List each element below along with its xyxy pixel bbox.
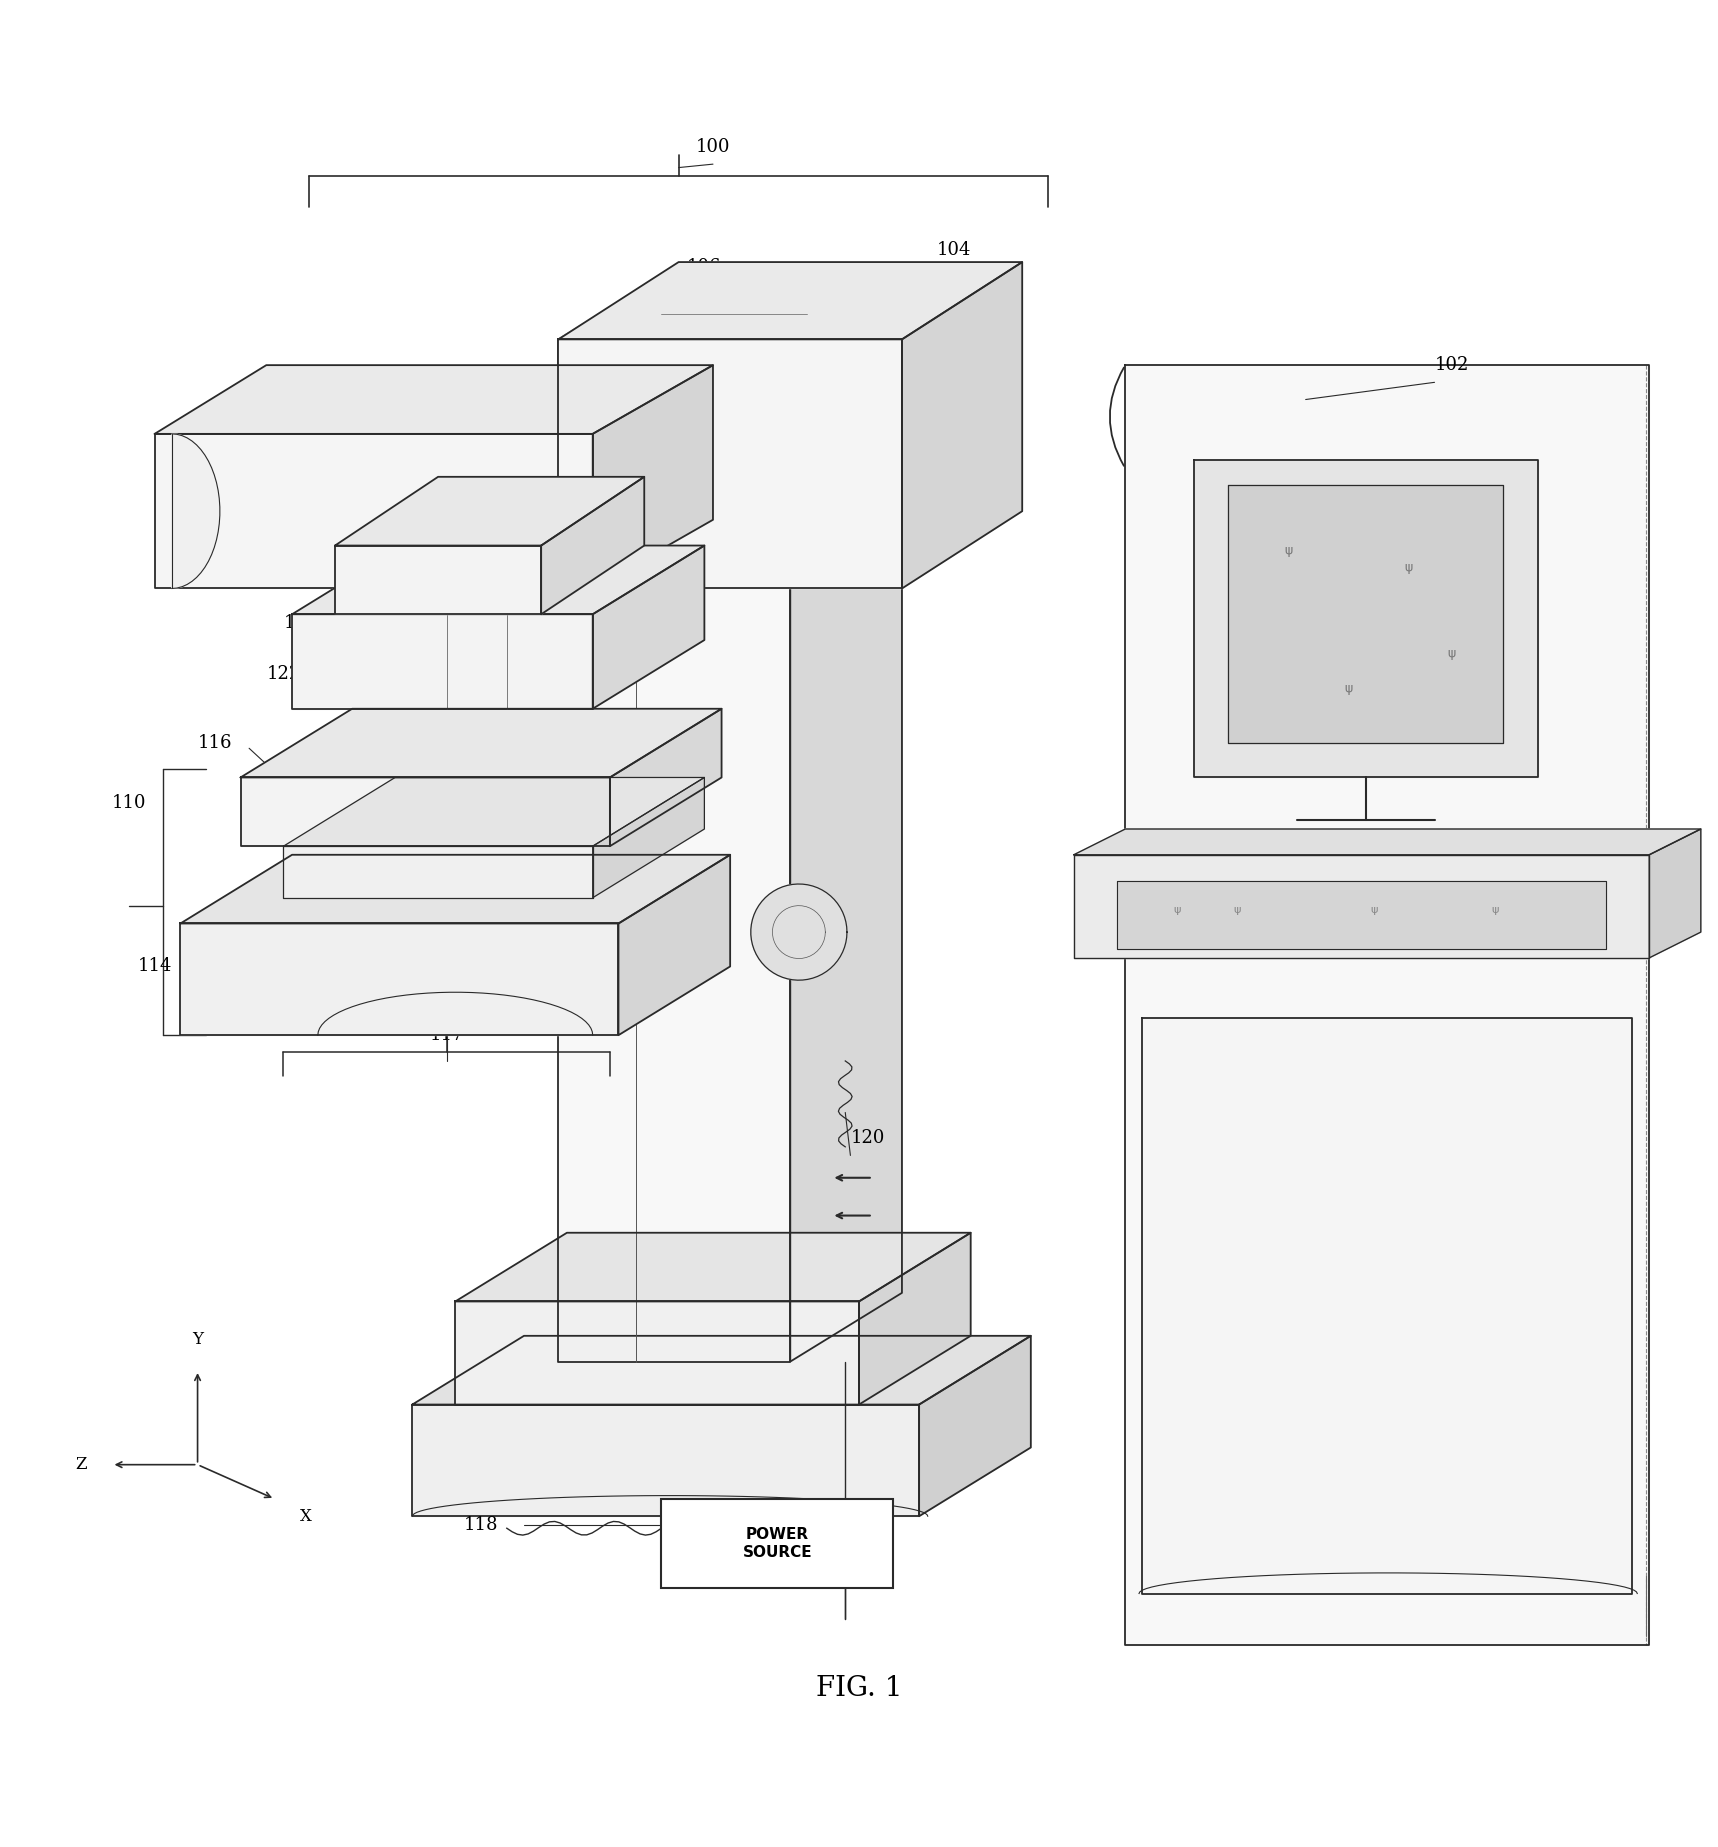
Polygon shape xyxy=(558,262,1022,340)
Polygon shape xyxy=(593,545,704,709)
Polygon shape xyxy=(180,924,618,1034)
Text: ψ: ψ xyxy=(1285,545,1292,558)
Text: ψ: ψ xyxy=(1234,905,1240,916)
Polygon shape xyxy=(859,1232,971,1404)
Polygon shape xyxy=(335,545,541,615)
Text: 114: 114 xyxy=(137,957,172,975)
Polygon shape xyxy=(455,1232,971,1302)
Polygon shape xyxy=(1142,1018,1632,1594)
Text: ψ: ψ xyxy=(1371,905,1378,916)
Polygon shape xyxy=(172,434,220,589)
Text: X: X xyxy=(301,1507,311,1526)
Polygon shape xyxy=(292,615,593,709)
Polygon shape xyxy=(558,272,902,340)
Polygon shape xyxy=(241,778,610,846)
Text: 108: 108 xyxy=(180,545,215,563)
Polygon shape xyxy=(593,366,713,589)
Polygon shape xyxy=(1228,486,1503,742)
Text: 112: 112 xyxy=(283,613,318,632)
Polygon shape xyxy=(335,477,644,545)
Text: 110: 110 xyxy=(112,794,146,813)
Polygon shape xyxy=(283,846,593,898)
Bar xyxy=(661,1500,893,1588)
Polygon shape xyxy=(180,855,730,924)
Text: 116: 116 xyxy=(198,733,232,752)
Polygon shape xyxy=(610,709,722,846)
Text: 102: 102 xyxy=(1435,356,1469,375)
Polygon shape xyxy=(1125,366,1649,1646)
Polygon shape xyxy=(455,1302,859,1404)
Text: ψ: ψ xyxy=(1173,905,1180,916)
Text: 122: 122 xyxy=(266,665,301,683)
Text: 100: 100 xyxy=(696,139,730,155)
Text: FIG. 1: FIG. 1 xyxy=(816,1675,902,1701)
Polygon shape xyxy=(412,1404,919,1516)
Text: 118: 118 xyxy=(464,1516,498,1533)
Polygon shape xyxy=(919,1335,1031,1516)
Polygon shape xyxy=(790,272,902,1361)
Polygon shape xyxy=(751,885,847,981)
Polygon shape xyxy=(541,477,644,615)
Polygon shape xyxy=(412,1335,1031,1404)
Polygon shape xyxy=(1649,829,1701,959)
Text: 104: 104 xyxy=(936,242,971,259)
Text: Z: Z xyxy=(76,1455,86,1474)
Polygon shape xyxy=(593,778,704,898)
Polygon shape xyxy=(1194,460,1538,778)
Polygon shape xyxy=(558,340,902,589)
Polygon shape xyxy=(1074,829,1701,855)
Polygon shape xyxy=(618,855,730,1034)
Polygon shape xyxy=(1074,855,1649,959)
Text: 117: 117 xyxy=(430,1027,464,1044)
Text: ψ: ψ xyxy=(1448,646,1455,659)
Polygon shape xyxy=(1117,881,1606,949)
Text: ψ: ψ xyxy=(1491,905,1498,916)
Polygon shape xyxy=(155,366,713,434)
Text: POWER
SOURCE: POWER SOURCE xyxy=(742,1527,813,1561)
Text: 106: 106 xyxy=(687,259,722,277)
Text: Y: Y xyxy=(192,1330,203,1348)
Polygon shape xyxy=(155,434,593,589)
Polygon shape xyxy=(283,778,704,846)
Polygon shape xyxy=(902,262,1022,589)
Text: 120: 120 xyxy=(850,1129,885,1147)
Polygon shape xyxy=(558,340,790,1361)
Polygon shape xyxy=(292,545,704,615)
Text: ψ: ψ xyxy=(1405,561,1412,574)
Polygon shape xyxy=(241,709,722,778)
Text: ψ: ψ xyxy=(1345,682,1352,694)
